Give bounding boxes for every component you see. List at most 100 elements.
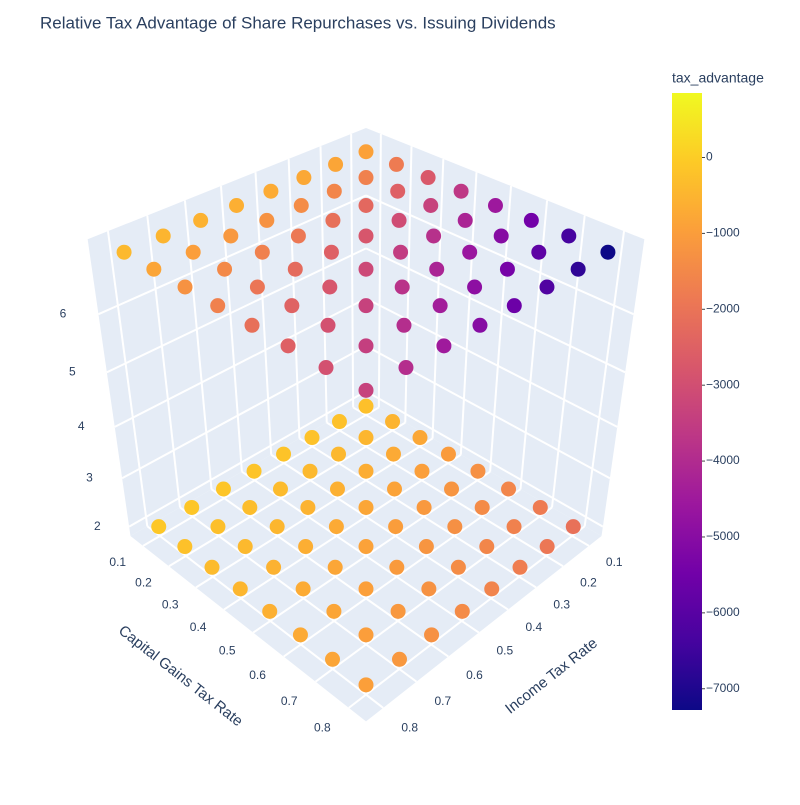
data-point bbox=[506, 298, 522, 314]
data-point bbox=[331, 414, 347, 430]
data-point bbox=[416, 499, 432, 515]
data-point bbox=[223, 228, 239, 244]
grid-line bbox=[252, 470, 491, 634]
data-point bbox=[512, 559, 528, 575]
data-point bbox=[412, 430, 428, 446]
grid-line bbox=[377, 133, 382, 408]
data-point bbox=[329, 481, 345, 497]
grid-line bbox=[283, 488, 522, 658]
chart-title: Relative Tax Advantage of Share Repurcha… bbox=[40, 13, 556, 32]
data-point bbox=[436, 338, 452, 354]
z-tick-label: 5 bbox=[69, 364, 76, 378]
data-point bbox=[296, 170, 312, 186]
data-point bbox=[249, 279, 265, 295]
data-point bbox=[385, 446, 401, 462]
data-point bbox=[215, 481, 231, 497]
data-point bbox=[318, 360, 334, 376]
data-point bbox=[426, 228, 442, 244]
colorbar-tick-label: 0 bbox=[706, 150, 713, 164]
data-point bbox=[390, 183, 406, 199]
data-point bbox=[287, 261, 303, 277]
data-point bbox=[453, 183, 469, 199]
data-point bbox=[358, 627, 374, 643]
data-point bbox=[501, 481, 517, 497]
data-point bbox=[193, 212, 209, 228]
grid-line bbox=[223, 453, 462, 611]
grid-line bbox=[365, 247, 626, 374]
scene: 0.1 0.2 0.3 0.4 0.5 0.6 0.7 0.8 0.1 0.2 0.3 0.4 0.5 0… bbox=[60, 128, 645, 735]
data-point bbox=[358, 198, 374, 214]
grid-line bbox=[365, 194, 634, 316]
data-point bbox=[444, 481, 460, 497]
data-point bbox=[254, 244, 270, 260]
data-point bbox=[358, 398, 374, 414]
x-tick-label: 0.5 bbox=[496, 644, 513, 658]
data-point bbox=[116, 244, 132, 260]
data-point bbox=[246, 463, 262, 479]
data-point bbox=[204, 559, 220, 575]
data-point bbox=[398, 360, 414, 376]
data-point bbox=[532, 499, 548, 515]
data-point bbox=[302, 463, 318, 479]
data-point bbox=[385, 414, 401, 430]
data-point bbox=[232, 581, 248, 597]
data-point bbox=[295, 581, 311, 597]
data-point bbox=[185, 244, 201, 260]
data-point bbox=[328, 519, 344, 535]
grid-line bbox=[128, 390, 367, 528]
data-point bbox=[358, 298, 374, 314]
data-point bbox=[177, 279, 193, 295]
colorbar-tick-label: −3000 bbox=[706, 377, 740, 391]
data-point bbox=[429, 261, 445, 277]
data-point bbox=[262, 603, 278, 619]
data-point bbox=[358, 499, 374, 515]
data-point bbox=[358, 170, 374, 186]
data-point bbox=[358, 430, 374, 446]
data-point bbox=[298, 539, 314, 555]
data-point bbox=[146, 261, 162, 277]
colorbar-tick-label: −7000 bbox=[706, 681, 740, 695]
data-point bbox=[276, 446, 292, 462]
data-point bbox=[177, 539, 193, 555]
data-point bbox=[210, 519, 226, 535]
data-point bbox=[325, 212, 341, 228]
grid-line bbox=[459, 172, 478, 455]
data-point bbox=[472, 317, 488, 333]
data-point bbox=[561, 228, 577, 244]
data-point bbox=[474, 499, 490, 515]
grid-line bbox=[98, 194, 367, 316]
data-point bbox=[263, 183, 279, 199]
data-point bbox=[523, 212, 539, 228]
pane bbox=[130, 400, 602, 722]
data-point bbox=[155, 228, 171, 244]
data-point bbox=[358, 261, 374, 277]
data-point bbox=[272, 481, 288, 497]
data-point bbox=[184, 499, 200, 515]
data-point bbox=[325, 651, 341, 667]
data-point bbox=[290, 228, 306, 244]
data-point bbox=[391, 651, 407, 667]
data-point bbox=[242, 499, 258, 515]
data-point bbox=[280, 338, 296, 354]
data-point bbox=[269, 519, 285, 535]
data-point bbox=[539, 279, 555, 295]
colorbar-tick-label: −5000 bbox=[706, 529, 740, 543]
colorbar-tick-label: −4000 bbox=[706, 453, 740, 467]
colorbar-tick-label: −2000 bbox=[706, 301, 740, 315]
data-point bbox=[151, 519, 167, 535]
colorbar-tick-label: −6000 bbox=[706, 605, 740, 619]
y-tick-label: 0.1 bbox=[109, 555, 126, 569]
data-point bbox=[391, 212, 407, 228]
data-point bbox=[266, 559, 282, 575]
data-point bbox=[237, 539, 253, 555]
data-point bbox=[454, 603, 470, 619]
y-tick-label: 0.2 bbox=[135, 576, 152, 590]
data-point bbox=[322, 279, 338, 295]
data-point bbox=[423, 198, 439, 214]
grid-line bbox=[168, 421, 406, 568]
x-tick-label: 0.4 bbox=[526, 620, 543, 634]
data-point bbox=[326, 603, 342, 619]
data-point bbox=[358, 539, 374, 555]
data-point bbox=[432, 298, 448, 314]
